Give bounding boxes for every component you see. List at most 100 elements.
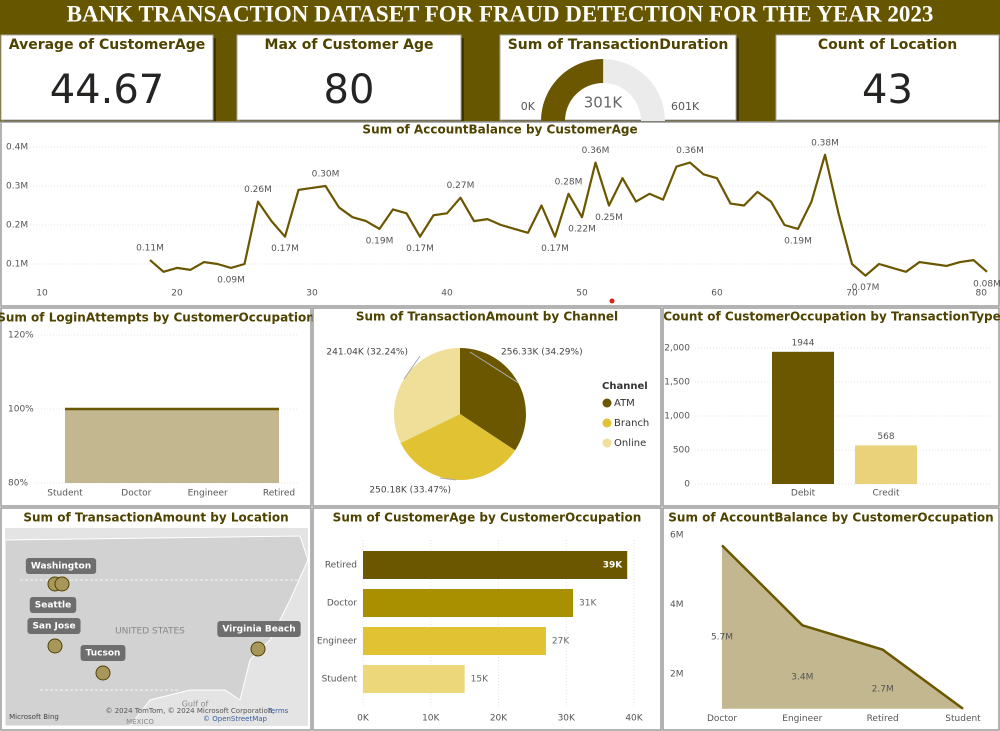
map-land bbox=[4, 535, 309, 727]
data-label: 0.22M bbox=[568, 225, 596, 235]
card bbox=[0, 34, 214, 121]
map-label: Tucson bbox=[86, 649, 121, 659]
y-tick-label: Engineer bbox=[317, 637, 357, 647]
line bbox=[149, 153, 988, 277]
map-label-box bbox=[25, 558, 97, 574]
data-label: 0.17M bbox=[271, 244, 299, 254]
leader-line bbox=[439, 477, 456, 481]
x-tick-label: 40K bbox=[625, 714, 643, 724]
data-label: 0.38M bbox=[811, 138, 839, 148]
map-bubble bbox=[250, 641, 266, 657]
y-tick-label: 2M bbox=[670, 669, 684, 679]
data-label: 0.11M bbox=[136, 244, 164, 254]
map-label: Washington bbox=[31, 562, 91, 572]
legend-swatch bbox=[602, 438, 612, 448]
y-tick-label: Doctor bbox=[327, 599, 357, 609]
data-label: 0.17M bbox=[541, 244, 569, 254]
data-label: 0.19M bbox=[784, 236, 812, 246]
map-annotation: Gulf of bbox=[182, 700, 209, 709]
x-tick-label: Debit bbox=[791, 489, 816, 499]
y-tick-label: 1,500 bbox=[664, 378, 690, 388]
y-tick-label: 4M bbox=[670, 600, 684, 610]
x-tick-label: 70 bbox=[846, 289, 858, 299]
x-tick-label: Engineer bbox=[782, 714, 822, 724]
y-tick-label: 0 bbox=[684, 480, 690, 490]
legend-label: ATM bbox=[614, 398, 635, 409]
data-label: 241.04K (32.24%) bbox=[326, 348, 408, 358]
map-label: Seattle bbox=[35, 601, 71, 611]
chart-title: Sum of TransactionDuration bbox=[508, 37, 729, 53]
map-annotation: © 2024 TomTom, © 2024 Microsoft Corporat… bbox=[105, 707, 274, 715]
card-value: 43 bbox=[862, 67, 913, 113]
x-tick-label: 40 bbox=[441, 289, 453, 299]
legend-label: Online bbox=[614, 438, 646, 449]
x-tick-label: Retired bbox=[867, 714, 899, 724]
card-value: 80 bbox=[324, 67, 375, 113]
x-tick-label: 80 bbox=[976, 289, 988, 299]
x-tick-label: 20K bbox=[490, 714, 508, 724]
y-tick-label: 120% bbox=[8, 331, 34, 341]
data-label: 0.17M bbox=[406, 244, 434, 254]
data-label: 0.26M bbox=[244, 185, 272, 195]
y-tick-label: 80% bbox=[8, 479, 28, 489]
legend-swatch bbox=[602, 398, 612, 408]
chart-title: Sum of TransactionAmount by Channel bbox=[356, 310, 618, 324]
data-label: 0.25M bbox=[595, 213, 623, 223]
data-label: 256.33K (34.29%) bbox=[501, 348, 583, 358]
card-value: 44.67 bbox=[50, 67, 165, 113]
card-label: Max of Customer Age bbox=[265, 37, 434, 53]
y-tick-label: 500 bbox=[673, 446, 690, 456]
map-annotation: Microsoft Bing bbox=[9, 713, 59, 721]
chart-title: Sum of CustomerAge by CustomerOccupation bbox=[333, 511, 642, 525]
map-annotation: Terms bbox=[267, 707, 289, 715]
map-bubble bbox=[47, 638, 63, 654]
legend-label: Branch bbox=[614, 418, 649, 429]
chart-title: Sum of TransactionAmount by Location bbox=[23, 511, 288, 525]
data-label: 27K bbox=[552, 637, 570, 647]
data-label: 31K bbox=[579, 599, 597, 609]
area bbox=[65, 409, 279, 483]
map-bubble bbox=[54, 576, 70, 592]
bar bbox=[363, 589, 574, 617]
map-label: San Jose bbox=[32, 622, 75, 632]
y-tick-label: 0.3M bbox=[6, 182, 28, 192]
chart-title: Sum of LoginAttempts by CustomerOccupati… bbox=[0, 311, 315, 325]
card bbox=[775, 34, 1000, 121]
data-label: 0.09M bbox=[217, 275, 245, 285]
y-tick-label: 0.4M bbox=[6, 143, 28, 153]
panel bbox=[0, 121, 1000, 307]
map-label-box bbox=[29, 597, 77, 613]
data-label: 39K bbox=[603, 561, 624, 571]
data-label: 0.08M bbox=[973, 279, 1000, 289]
pie-slice bbox=[460, 348, 526, 451]
line bbox=[721, 544, 964, 710]
card-label: Average of CustomerAge bbox=[9, 37, 206, 53]
x-tick-label: Doctor bbox=[121, 489, 151, 499]
page-indicator bbox=[609, 298, 615, 304]
data-label: 15K bbox=[471, 675, 489, 685]
leader-line bbox=[469, 351, 519, 384]
x-tick-label: Student bbox=[945, 714, 981, 724]
data-label: 568 bbox=[877, 432, 894, 442]
y-tick-label: 6M bbox=[670, 530, 684, 540]
x-tick-label: Credit bbox=[872, 489, 900, 499]
gauge-fill bbox=[541, 58, 604, 121]
gauge-tick-label: 0K bbox=[521, 100, 536, 113]
map-label: Virginia Beach bbox=[222, 625, 295, 635]
y-tick-label: Retired bbox=[325, 561, 357, 571]
map-annotation: UNITED STATES bbox=[115, 627, 185, 637]
legend-swatch bbox=[602, 418, 612, 428]
leader-line bbox=[403, 355, 421, 380]
x-tick-label: Doctor bbox=[707, 714, 737, 724]
x-tick-label: Retired bbox=[263, 489, 295, 499]
x-tick-label: 30K bbox=[558, 714, 576, 724]
chart-title: Count of CustomerOccupation by Transacti… bbox=[663, 310, 1000, 324]
data-label: 0.36M bbox=[582, 146, 610, 156]
chart-title: Sum of AccountBalance by CustomerOccupat… bbox=[668, 511, 993, 525]
bar bbox=[363, 551, 628, 579]
data-label: 1944 bbox=[792, 338, 815, 348]
gauge-value: 301K bbox=[584, 94, 624, 112]
data-label: 5.7M bbox=[711, 633, 733, 643]
page-title: BANK TRANSACTION DATASET FOR FRAUD DETEC… bbox=[67, 1, 934, 26]
x-tick-label: Student bbox=[47, 489, 83, 499]
